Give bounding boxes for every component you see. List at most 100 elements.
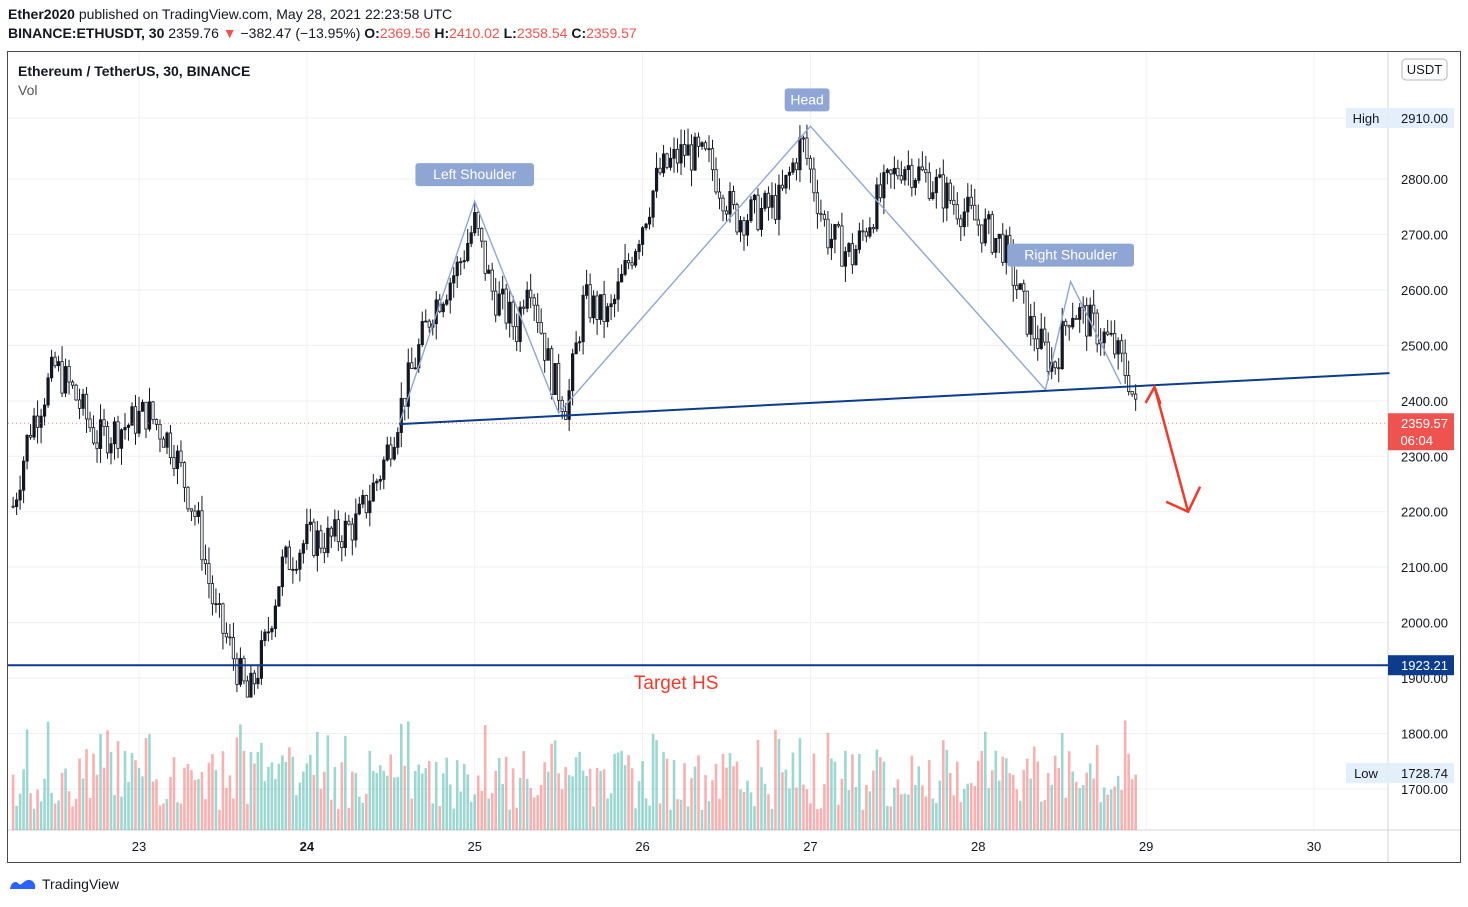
candle-body — [567, 390, 571, 420]
volume-bar — [441, 773, 445, 830]
candle-body — [1046, 341, 1050, 372]
candle-body — [731, 191, 736, 205]
candle-body — [448, 282, 452, 301]
candle-body — [707, 148, 711, 151]
candle-body — [95, 442, 99, 449]
volume-bar — [113, 795, 116, 830]
candle-body — [497, 293, 501, 316]
volume-bar — [872, 770, 875, 830]
candle-body — [889, 169, 893, 175]
candle-body — [602, 294, 606, 322]
symbol-label: BINANCE:ETHUSDT, 30 — [8, 25, 165, 41]
volume-bar — [945, 749, 949, 830]
volume-bar — [25, 729, 29, 830]
volume-bar — [536, 795, 539, 830]
volume-bar — [1095, 745, 1099, 830]
candle-body — [1018, 283, 1022, 290]
volume-bar — [102, 767, 106, 830]
candle-body — [696, 136, 701, 147]
candle-body — [203, 559, 208, 564]
volume-bar — [938, 780, 942, 830]
volume-bar — [606, 798, 609, 830]
volume-bar — [281, 755, 284, 830]
volume-bar — [389, 754, 393, 830]
volume-bar — [480, 790, 484, 830]
volume-bar — [302, 771, 305, 830]
candle-body — [917, 166, 921, 181]
volume-bar — [700, 809, 704, 830]
price-tick-label: 2500.00 — [1401, 338, 1448, 353]
volume-bar — [851, 754, 854, 830]
volume-bar — [865, 784, 868, 830]
volume-bar — [207, 762, 211, 830]
volume-bar — [263, 781, 267, 830]
tradingview-footer[interactable]: TradingView — [8, 876, 119, 892]
candle-body — [1109, 332, 1113, 335]
volume-bar — [375, 773, 379, 830]
candle-body — [623, 260, 627, 275]
candle-body — [735, 204, 739, 233]
candle-body — [193, 510, 197, 517]
volume-bar — [148, 734, 151, 830]
time-tick-label: 28 — [971, 839, 985, 854]
volume-bar — [711, 780, 714, 830]
volume-bar — [144, 738, 148, 830]
candle-body — [238, 657, 243, 685]
volume-bar — [193, 780, 197, 830]
volume-bar — [246, 803, 249, 830]
volume-bar — [672, 759, 676, 830]
candle-body — [609, 303, 613, 308]
volume-bar — [197, 779, 200, 830]
volume-bar — [693, 766, 697, 830]
volume-bar — [1036, 761, 1040, 830]
high-tag — [1346, 108, 1387, 128]
volume-bar — [609, 793, 613, 830]
author-name[interactable]: Ether2020 — [8, 6, 75, 22]
volume-bar — [627, 755, 630, 830]
candle-body — [997, 233, 1001, 239]
volume-bar — [511, 768, 515, 830]
candle-body — [962, 211, 966, 228]
candle-body — [798, 137, 802, 171]
volume-bar — [1102, 787, 1106, 830]
volume-bar — [823, 784, 826, 830]
volume-bar — [714, 763, 718, 830]
volume-bar — [1099, 802, 1102, 830]
volume-bar — [190, 770, 193, 830]
publish-date: published on TradingView.com, May 28, 20… — [78, 6, 453, 22]
candle-body — [805, 137, 809, 159]
volume-bar — [497, 758, 501, 830]
high-tag-label: High — [1353, 111, 1380, 126]
volume-bar — [990, 770, 994, 830]
candle-body — [539, 321, 543, 334]
price-tick-label: 1700.00 — [1401, 782, 1448, 797]
volume-bar — [260, 742, 263, 830]
volume-bar — [875, 749, 879, 830]
price-tick-label: 2600.00 — [1401, 283, 1448, 298]
candle-body — [668, 157, 673, 168]
volume-bar — [637, 781, 641, 830]
volume-bar — [11, 774, 15, 830]
volume-bar — [1081, 784, 1085, 830]
candle-body — [801, 137, 806, 140]
candle-body — [1060, 320, 1064, 370]
volume-bar — [882, 761, 886, 830]
candle-body — [675, 148, 680, 164]
candle-body — [1092, 304, 1096, 314]
volume-bar — [983, 731, 987, 830]
volume-bar — [410, 798, 414, 830]
volume-bar — [372, 770, 375, 830]
volume-bar — [109, 751, 113, 830]
volume-bar — [969, 783, 973, 830]
candle-body — [249, 672, 253, 698]
candle-body — [1085, 305, 1089, 337]
volume-bar — [658, 803, 662, 830]
volume-bar — [1046, 773, 1050, 830]
volume-bar — [557, 773, 560, 830]
volume-bar — [211, 754, 214, 830]
candle-body — [840, 225, 844, 267]
volume-bar — [18, 793, 22, 830]
grid-lines — [8, 52, 1388, 830]
candle-body — [756, 194, 760, 230]
